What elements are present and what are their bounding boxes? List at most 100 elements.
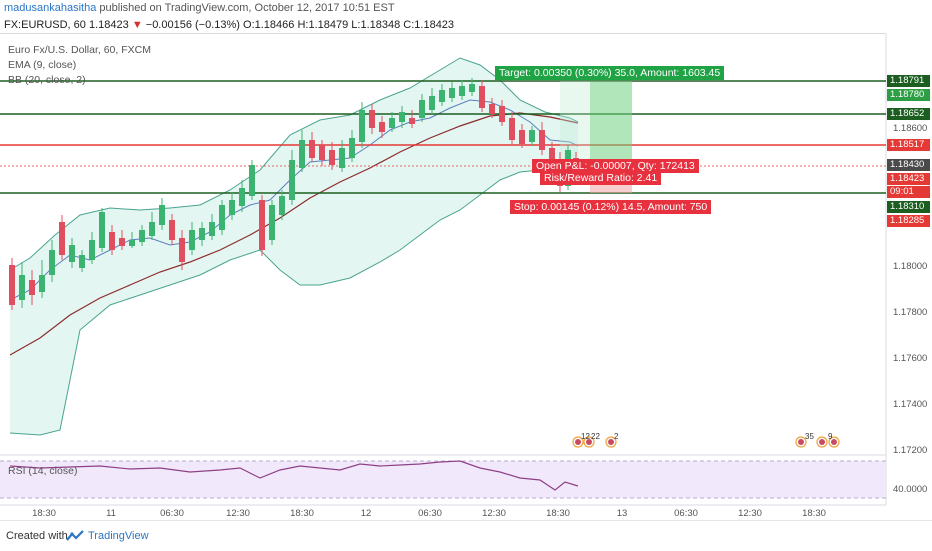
target-label[interactable]: Target: 0.00350 (0.30%) 35.0, Amount: 16… (495, 66, 725, 80)
price-label-stop: 1.18517 (887, 139, 930, 151)
bb-legend[interactable]: BB (20, close, 2) (8, 74, 86, 86)
candle-body (139, 230, 145, 242)
open-pnl-label: Open P&L: -0.00007, Qty: 172413 (532, 159, 699, 173)
candle-body (459, 86, 465, 96)
candle-body (399, 112, 405, 122)
candle-body (279, 196, 285, 215)
candle-body (79, 255, 85, 268)
rsi-legend[interactable]: RSI (14, close) (8, 465, 78, 477)
publish-info: published on TradingView.com, October 12… (99, 2, 395, 14)
time-tick: 12:30 (482, 508, 506, 519)
low-value: L:1.18348 (351, 19, 401, 31)
candle-body (119, 238, 125, 246)
candle-body (339, 148, 345, 168)
price-label-level: 1.18310 (887, 201, 930, 213)
candle-body (69, 245, 75, 262)
candle-body (319, 145, 325, 160)
flag-dot-icon (819, 439, 825, 445)
down-arrow-icon: ▼ (131, 19, 143, 31)
created-with-text: Created with (6, 530, 68, 542)
time-tick: 06:30 (160, 508, 184, 519)
candle-body (19, 275, 25, 300)
open-value: O:1.18466 (243, 19, 295, 31)
quote-bar: FX:EURUSD, 60 1.18423 ▼ −0.00156 (−0.13%… (0, 16, 932, 34)
time-tick: 11 (106, 508, 116, 519)
candle-body (199, 228, 205, 240)
candle-body (379, 122, 385, 132)
time-tick: 06:30 (418, 508, 442, 519)
price-label-target: 1.18780 (887, 89, 930, 101)
candle-body (359, 110, 365, 142)
event-count: 2 (614, 432, 619, 441)
candle-body (49, 250, 55, 275)
candle-body (349, 138, 355, 158)
tradingview-brand-link[interactable]: TradingView (88, 530, 149, 542)
candle-body (489, 104, 495, 114)
price-tick: 1.18600 (893, 123, 928, 134)
candle-body (219, 205, 225, 230)
candle-body (189, 230, 195, 250)
flag-dot-icon (798, 439, 804, 445)
candle-body (179, 238, 185, 262)
candle-body (9, 265, 15, 305)
bollinger-band-fill (10, 58, 578, 435)
candle-body (499, 106, 505, 122)
price-tick: 1.17400 (893, 399, 928, 410)
candle-body (309, 140, 315, 158)
tradingview-logo-icon (66, 530, 84, 541)
event-count: 35 (805, 432, 814, 441)
candle-body (519, 130, 525, 144)
candle-body (109, 232, 115, 250)
candle-body (149, 222, 155, 236)
candle-body (249, 165, 255, 196)
candle-body (289, 160, 295, 200)
rsi-band (0, 461, 886, 498)
bollinger-upper-line (9, 57, 579, 271)
candle-body (159, 205, 165, 225)
rsi-tick: 40.0000 (893, 484, 928, 495)
high-value: H:1.18479 (297, 19, 349, 31)
candle-body (209, 222, 215, 236)
candle-body (129, 240, 135, 246)
price-tick: 1.17800 (893, 307, 928, 318)
countdown-label: 09:01 (887, 186, 930, 198)
rsi-line (9, 460, 579, 491)
bollinger-lower-line (9, 164, 579, 436)
candle-body (39, 275, 45, 292)
time-tick: 12:30 (738, 508, 762, 519)
candle-body (509, 118, 515, 140)
economic-event-flag-icon (816, 436, 828, 448)
candle-body (299, 140, 305, 168)
target-zone-history (560, 81, 590, 165)
time-tick: 12:30 (226, 508, 250, 519)
price-label-level: 1.18791 (887, 75, 930, 87)
price-label-level: 1.18652 (887, 108, 930, 120)
header-divider (0, 33, 886, 34)
symbol-label[interactable]: FX:EURUSD, 60 (4, 19, 86, 31)
ema-legend[interactable]: EMA (9, close) (8, 59, 77, 71)
candle-body (469, 84, 475, 92)
candle-body (329, 150, 335, 165)
candle-body (259, 200, 265, 250)
price-tick: 1.17200 (893, 445, 928, 456)
price-label-open: 1.18430 (887, 159, 930, 171)
time-tick: 18:30 (546, 508, 570, 519)
candle-body (409, 118, 415, 124)
time-tick: 13 (616, 508, 628, 519)
stop-label[interactable]: Stop: 0.00145 (0.12%) 14.5, Amount: 750 (510, 200, 712, 214)
price-tick: 1.17600 (893, 353, 928, 364)
author-link[interactable]: madusankahasitha (4, 2, 97, 14)
instrument-legend[interactable]: Euro Fx/U.S. Dollar, 60, FXCM (8, 44, 151, 56)
event-count: 22 (591, 432, 600, 441)
candle-body (479, 86, 485, 108)
candle-body (369, 110, 375, 128)
time-tick: 18:30 (32, 508, 56, 519)
price-label-stop: 1.18285 (887, 215, 930, 227)
candle-body (419, 100, 425, 118)
time-tick: 18:30 (290, 508, 314, 519)
bb-basis-line (9, 112, 579, 356)
event-count: 12 (581, 432, 590, 441)
event-count: 9 (828, 432, 833, 441)
price-tick: 1.18000 (893, 261, 928, 272)
